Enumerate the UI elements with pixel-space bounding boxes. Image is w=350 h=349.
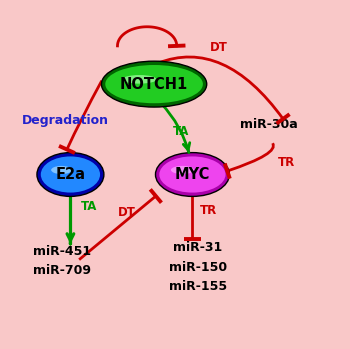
Text: miR-30a: miR-30a <box>240 118 298 131</box>
Text: Degradation: Degradation <box>22 114 108 127</box>
Ellipse shape <box>105 65 203 103</box>
Ellipse shape <box>41 156 100 193</box>
Text: TR: TR <box>278 156 295 169</box>
Text: miR-709: miR-709 <box>33 264 91 277</box>
Text: TR: TR <box>199 204 217 217</box>
Text: TA: TA <box>81 200 97 213</box>
Text: TA: TA <box>173 125 190 138</box>
Ellipse shape <box>171 166 194 174</box>
Text: miR-155: miR-155 <box>169 280 227 293</box>
Ellipse shape <box>122 75 156 84</box>
Text: DT: DT <box>118 206 135 219</box>
Text: NOTCH1: NOTCH1 <box>120 77 188 92</box>
Text: DT: DT <box>210 41 228 54</box>
Text: MYC: MYC <box>175 167 210 182</box>
Ellipse shape <box>51 166 72 174</box>
Text: miR-451: miR-451 <box>33 245 91 258</box>
Ellipse shape <box>37 153 104 196</box>
Text: miR-150: miR-150 <box>169 261 227 274</box>
Ellipse shape <box>102 61 207 107</box>
Ellipse shape <box>159 156 225 193</box>
Text: miR-31: miR-31 <box>173 242 222 254</box>
Text: E2a: E2a <box>55 167 85 182</box>
Ellipse shape <box>155 153 229 196</box>
